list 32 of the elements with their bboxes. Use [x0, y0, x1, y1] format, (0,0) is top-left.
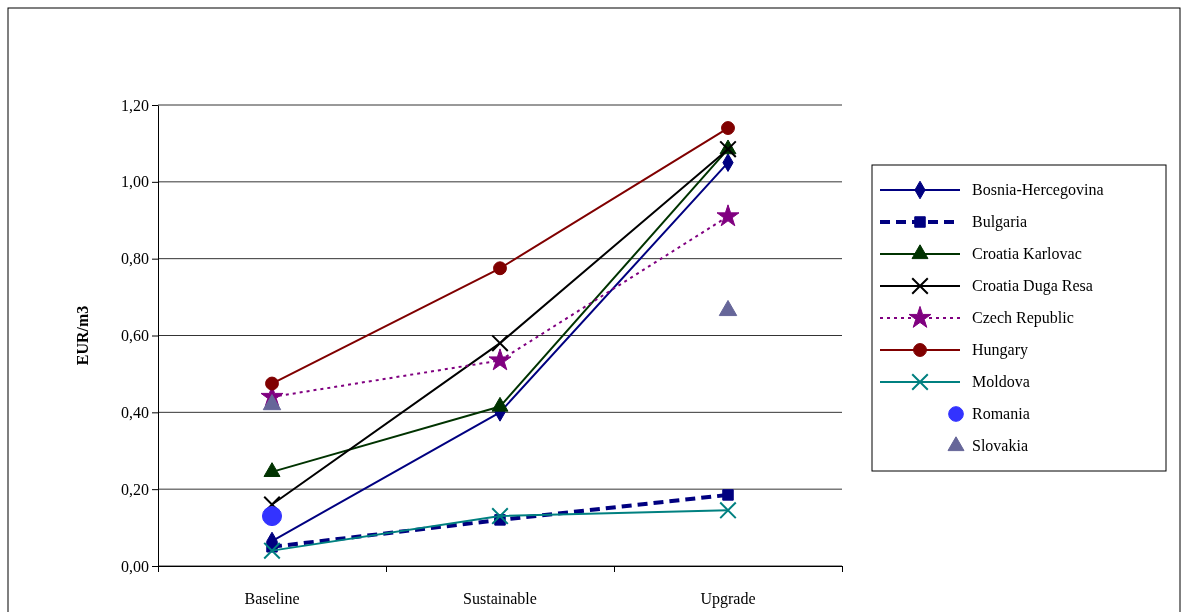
- legend-label: Slovakia: [972, 437, 1028, 454]
- point: [491, 507, 509, 525]
- point: [263, 541, 281, 560]
- point: [493, 261, 507, 276]
- point: [488, 348, 512, 371]
- legend-label: Moldova: [972, 373, 1030, 390]
- x-tick-label: Upgrade: [700, 590, 756, 608]
- legend-label: Croatia Karlovac: [972, 245, 1082, 262]
- legend-label: Romania: [972, 405, 1030, 422]
- y-tick-label: 1,20: [121, 96, 149, 114]
- point: [719, 501, 737, 520]
- y-tick-label: 0,20: [121, 480, 149, 498]
- point: [265, 376, 279, 391]
- y-tick-label: 0,00: [121, 557, 149, 575]
- point: [262, 394, 282, 411]
- point: [721, 121, 735, 135]
- legend-label: Hungary: [972, 341, 1028, 359]
- legend-label: Czech Republic: [972, 309, 1074, 327]
- x-tick-label: Sustainable: [463, 590, 537, 607]
- point: [722, 489, 734, 501]
- y-tick-label: 0,60: [121, 327, 149, 345]
- y-tick-label: 0,80: [121, 250, 149, 268]
- point: [491, 334, 509, 352]
- legend-label: Bosnia-Hercegovina: [972, 181, 1104, 199]
- y-tick-label: 1,00: [121, 173, 149, 191]
- legend-label: Bulgaria: [972, 213, 1028, 231]
- y-tick-label: 0,40: [121, 403, 149, 421]
- legend-label: Croatia Duga Resa: [972, 277, 1093, 295]
- point: [716, 204, 740, 227]
- point: [261, 506, 283, 527]
- y-axis-title: EUR/m3: [74, 305, 91, 366]
- x-tick-label: Baseline: [244, 590, 300, 607]
